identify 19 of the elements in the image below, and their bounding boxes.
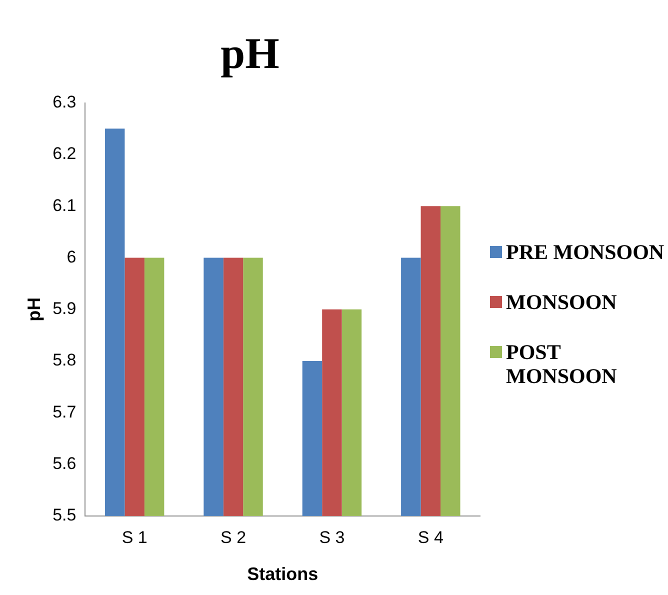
y-axis-title: pH: [24, 297, 44, 322]
legend-label: POST MONSOON: [506, 340, 618, 388]
y-tick-label: 5.5: [52, 506, 76, 525]
x-tick-label: S 1: [122, 528, 148, 547]
y-tick-label: 6.2: [52, 144, 76, 164]
y-tick-label: 5.7: [52, 402, 76, 422]
y-tick-label: 6: [66, 247, 76, 266]
y-tick-label: 5.6: [52, 454, 76, 474]
x-tick-label: S 4: [418, 528, 444, 547]
x-axis-title: Stations: [247, 564, 318, 584]
chart-title: pH: [220, 28, 280, 78]
y-tick-label: 6.3: [52, 92, 76, 112]
y-tick-label: 6.1: [52, 196, 76, 215]
legend-label: PRE MONSOON: [506, 240, 664, 264]
x-tick-label: S 3: [319, 528, 345, 547]
x-tick-label: S 2: [220, 528, 246, 547]
y-tick-label: 5.8: [52, 350, 76, 370]
y-tick-label: 5.9: [52, 299, 76, 318]
legend-label: MONSOON: [506, 290, 617, 314]
